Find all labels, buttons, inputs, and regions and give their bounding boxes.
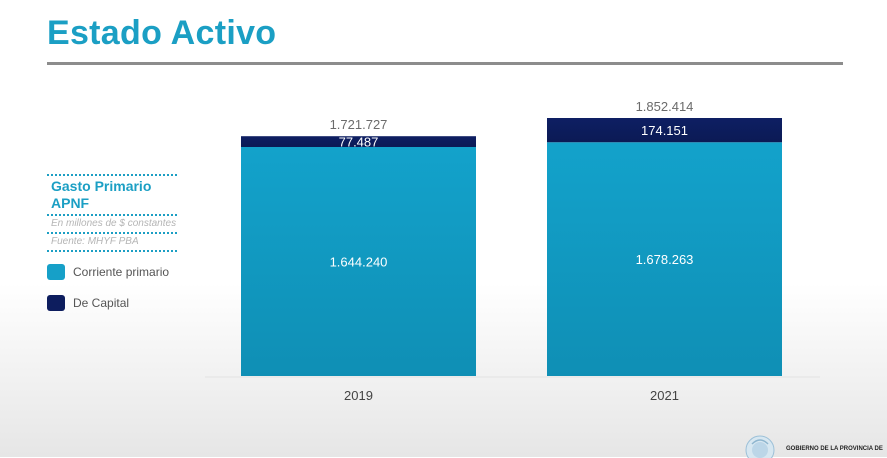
total-label: 1.852.414	[636, 99, 694, 114]
side-panel: Gasto Primario APNF En millones de $ con…	[47, 174, 177, 252]
legend-item-corriente: Corriente primario	[47, 264, 169, 280]
bar-capital-2021	[547, 118, 782, 143]
data-label: 77.487	[339, 135, 379, 150]
bar-corriente-2021	[547, 142, 782, 376]
province-seal-logo	[745, 435, 775, 458]
legend-swatch-corriente	[47, 264, 65, 280]
divider	[47, 214, 177, 216]
bar-capital-2019	[241, 136, 476, 147]
divider	[47, 232, 177, 234]
legend-label: Corriente primario	[73, 265, 170, 279]
data-label: 1.678.263	[636, 252, 694, 267]
government-label: GOBIERNO DE LA PROVINCIA DE	[786, 446, 883, 452]
total-label: 1.721.727	[330, 117, 388, 132]
legend-label: De Capital	[73, 296, 130, 310]
data-label: 174.151	[641, 123, 688, 138]
x-tick-label: 2021	[650, 388, 679, 403]
divider	[47, 174, 177, 176]
title-divider	[47, 62, 843, 65]
source-note: Fuente: MHYF PBA	[51, 236, 139, 247]
unit-note: En millones de $ constantes	[51, 218, 177, 229]
legend-item-capital: De Capital	[47, 295, 129, 311]
chart-subject-title: Gasto Primario APNF	[51, 178, 152, 211]
legend-swatch-capital	[47, 295, 65, 311]
divider	[47, 250, 177, 252]
x-tick-label: 2019	[344, 388, 373, 403]
bar-corriente-2019	[241, 146, 476, 376]
page-title: Estado Activo	[47, 14, 277, 52]
data-label: 1.644.240	[330, 254, 388, 269]
